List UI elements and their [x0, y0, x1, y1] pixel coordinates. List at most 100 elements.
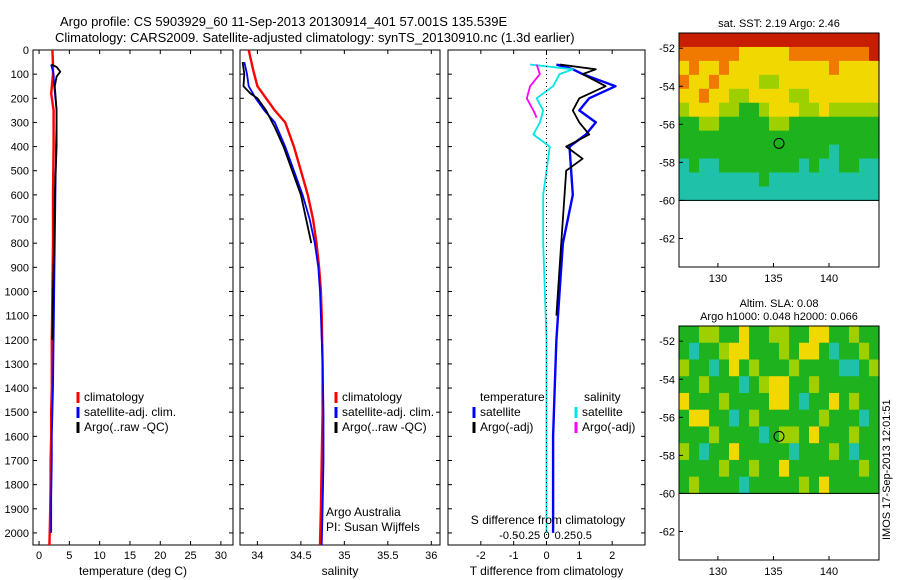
map-cell	[739, 116, 750, 132]
map-cell	[769, 74, 780, 90]
map-cell	[799, 476, 810, 495]
map-cell	[849, 116, 860, 132]
legend-label-2: satellite	[582, 405, 623, 419]
map-cell	[779, 88, 790, 104]
map-cell	[769, 459, 780, 478]
s-tick-label: 0	[543, 530, 549, 542]
map-title-1: Argo h1000: 0.048 h2000: 0.066	[700, 311, 858, 323]
x-axis-label: temperature (deg C)	[79, 564, 187, 578]
credit-line-1: Argo Australia	[326, 505, 401, 519]
map-cell	[719, 392, 730, 411]
map-cell	[709, 359, 720, 377]
depth-tick-label: 0	[23, 45, 29, 57]
map-cell	[729, 426, 740, 444]
map-cell	[759, 426, 770, 444]
map-cell	[829, 102, 840, 118]
map-cell	[809, 172, 820, 188]
map-cell	[709, 46, 720, 62]
map-cell	[859, 60, 870, 76]
map-cell	[689, 186, 700, 202]
map-cell	[859, 342, 870, 361]
map-cell	[769, 88, 780, 104]
x-tick-label: 15	[124, 550, 136, 562]
map-cell	[869, 392, 880, 411]
x-tick-label: 2	[609, 550, 615, 562]
map-cell	[809, 46, 820, 62]
map-cell	[859, 426, 870, 444]
x-tick-label: 35	[338, 550, 350, 562]
map-cell	[789, 443, 800, 461]
x-tick-label: 0	[543, 550, 549, 562]
map-cell	[799, 116, 810, 132]
map-cell	[809, 476, 820, 495]
map-cell	[819, 359, 830, 377]
map-cell	[699, 359, 710, 377]
map-cell	[699, 172, 710, 188]
map-cell	[709, 326, 720, 344]
map-cell	[779, 342, 790, 361]
map-cell	[739, 326, 750, 344]
map-cell	[829, 46, 840, 62]
map-cell	[769, 359, 780, 377]
map-cell	[759, 46, 770, 62]
map-cell	[769, 409, 780, 428]
map-frame-border	[678, 325, 880, 561]
map-cell	[819, 426, 830, 444]
map-cell	[729, 186, 740, 202]
map-cell	[719, 376, 730, 394]
map-cell	[819, 144, 830, 160]
lat-tick-label: -62	[659, 233, 675, 245]
map-cell	[789, 88, 800, 104]
map-cell	[849, 409, 860, 428]
map-cell	[809, 326, 820, 344]
lon-tick-label: 135	[764, 273, 782, 285]
map-cell	[799, 130, 810, 146]
map-cell	[849, 88, 860, 104]
map-cell	[809, 60, 820, 76]
map-cell	[679, 326, 690, 344]
x-tick-label: 5	[66, 550, 72, 562]
map-cell	[699, 426, 710, 444]
sla-map-panel: -52 -54 -56 -58 -60 -62 130 135 140 Altim. SLA: 0…	[659, 298, 880, 578]
map-cell	[799, 33, 810, 48]
map-cell	[749, 116, 760, 132]
map-cell	[829, 476, 840, 495]
series-line-1	[243, 61, 325, 546]
map-cell	[789, 392, 800, 411]
map-cell	[759, 409, 770, 428]
map-cell	[719, 443, 730, 461]
map-cell	[749, 74, 760, 90]
map-cell	[769, 102, 780, 118]
map-cell	[859, 130, 870, 146]
map-cell	[789, 102, 800, 118]
map-cell	[739, 409, 750, 428]
x-tick-label: -2	[476, 550, 486, 562]
map-cell	[699, 459, 710, 478]
map-cell	[829, 144, 840, 160]
map-title-0: Altim. SLA: 0.08	[740, 298, 819, 310]
map-cell	[819, 443, 830, 461]
lat-tick-label: -58	[659, 157, 675, 169]
map-cell	[719, 33, 730, 48]
map-cell	[839, 376, 850, 394]
map-cell	[759, 74, 770, 90]
map-cell	[789, 476, 800, 495]
map-cell	[729, 476, 740, 495]
map-cell	[829, 172, 840, 188]
map-cell	[819, 33, 830, 48]
map-cell	[709, 172, 720, 188]
map-cell	[729, 172, 740, 188]
map-cell	[679, 46, 690, 62]
map-cell	[789, 158, 800, 174]
series-line-1	[555, 63, 607, 316]
map-cell	[679, 116, 690, 132]
depth-tick-label: 1400	[5, 383, 29, 395]
lat-tick-label: -58	[659, 450, 675, 462]
map-cell	[829, 376, 840, 394]
lat-tick-label: -52	[659, 43, 675, 55]
map-cell	[829, 158, 840, 174]
map-cell	[739, 60, 750, 76]
lat-tick-label: -54	[659, 81, 675, 93]
map-cell	[819, 88, 830, 104]
map-cell	[769, 326, 780, 344]
